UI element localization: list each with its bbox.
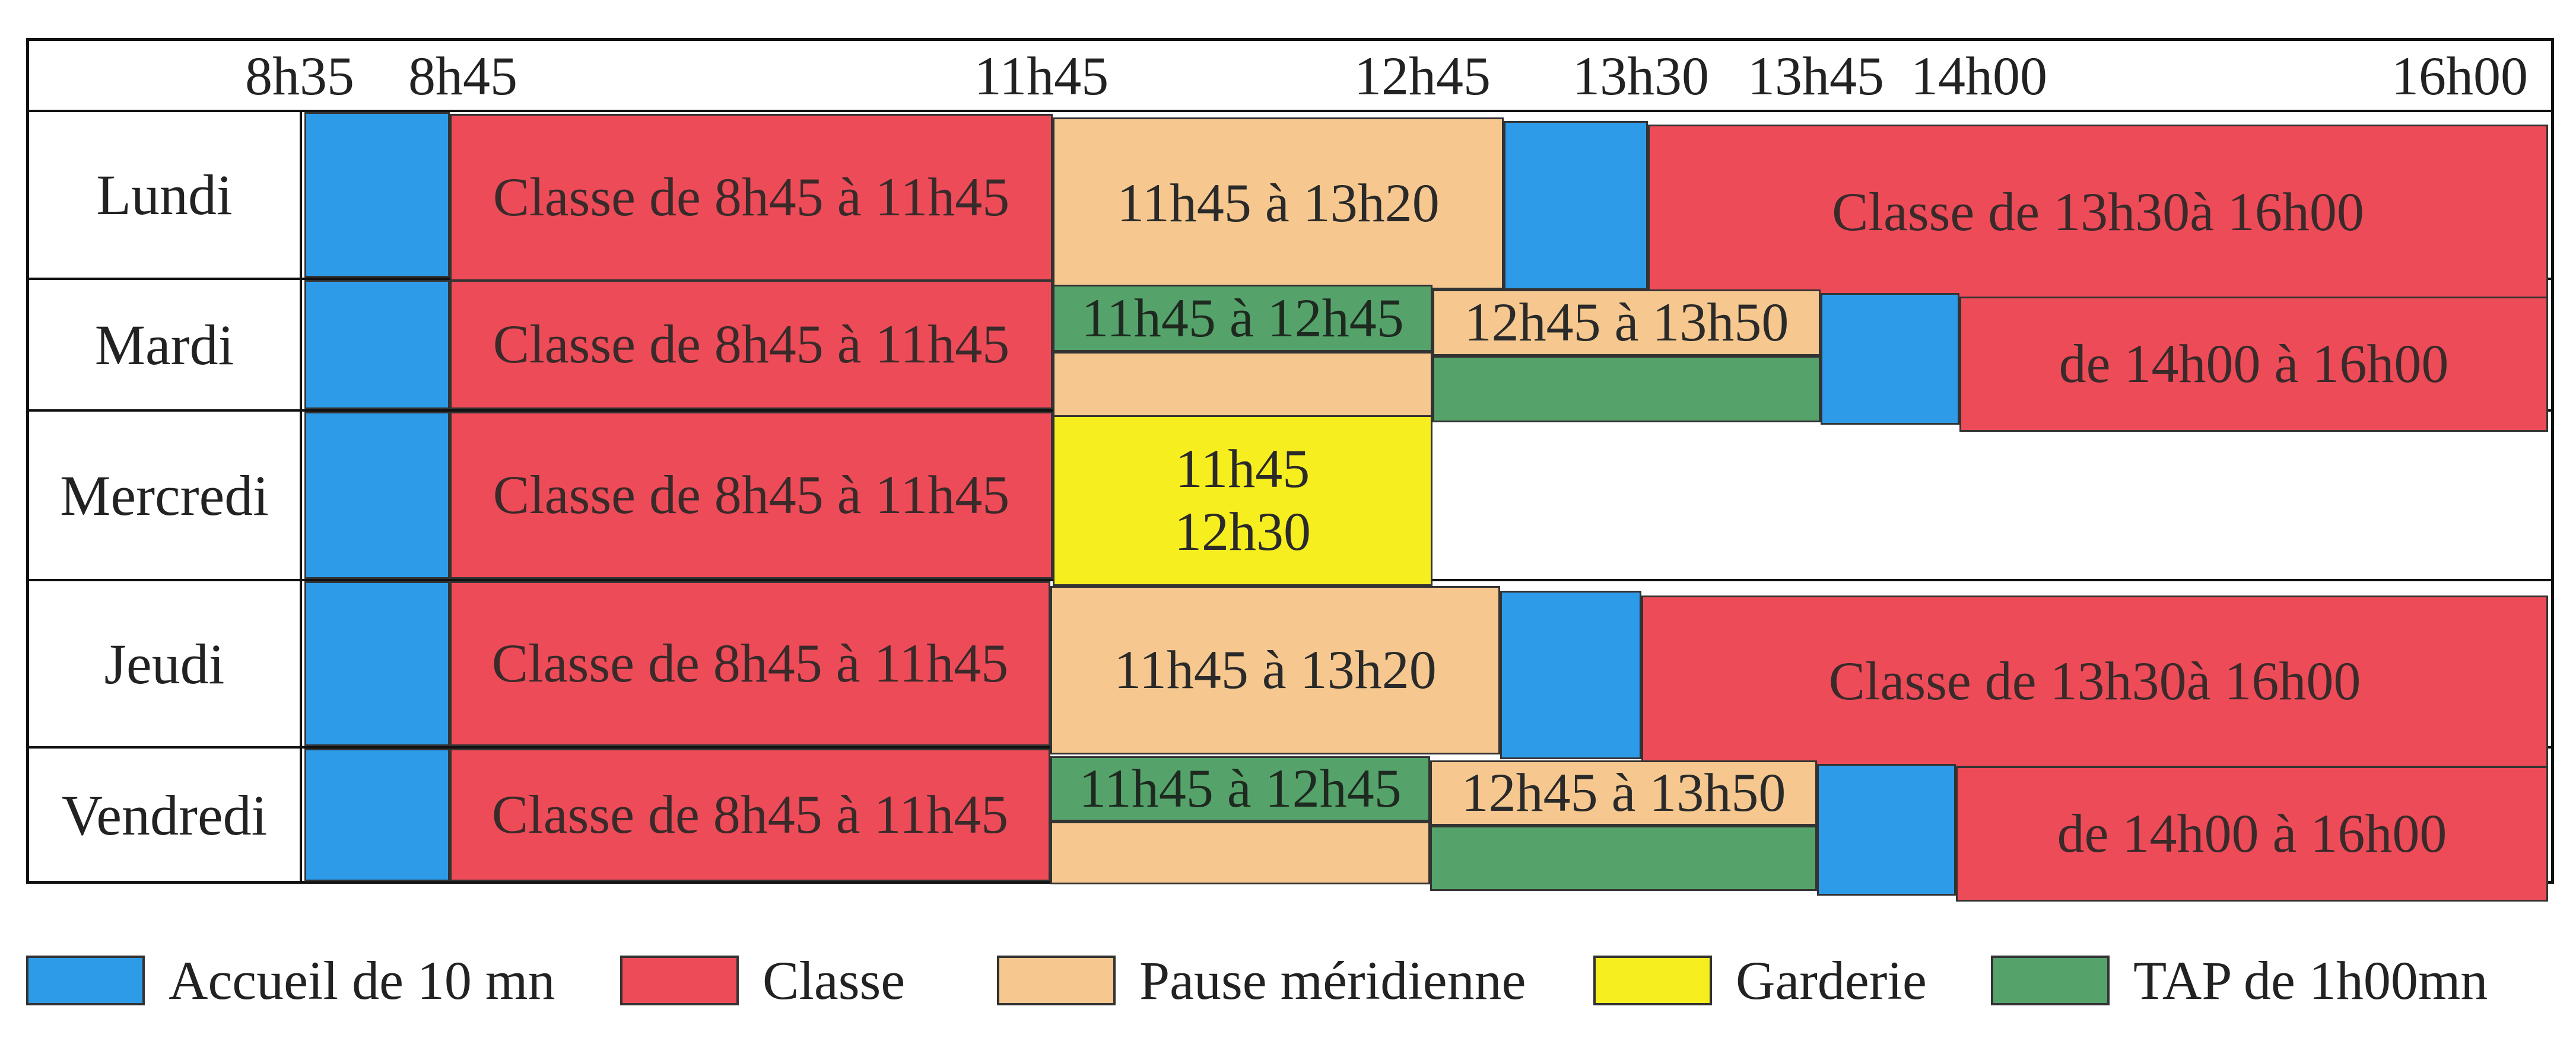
legend-swatch bbox=[620, 956, 739, 1005]
header-time: 8h35 bbox=[245, 46, 354, 106]
day-label-mercredi: Mercredi bbox=[60, 463, 269, 527]
garderie-block: 11h45 12h30 bbox=[1053, 415, 1432, 586]
pause-block bbox=[1053, 352, 1432, 417]
legend-classe: Classe bbox=[620, 949, 905, 1012]
garderie-end: 12h30 bbox=[1174, 501, 1311, 562]
accueil-block bbox=[304, 412, 450, 579]
header-time: 11h45 bbox=[974, 46, 1109, 106]
classe-block: Classe de 8h45 à 11h45 bbox=[450, 749, 1050, 881]
day-column-divider bbox=[300, 110, 302, 884]
pause-block: 11h45 à 13h20 bbox=[1053, 117, 1504, 289]
classe-block: Classe de 8h45 à 11h45 bbox=[450, 280, 1053, 409]
legend-tap: TAP de 1h00mn bbox=[1991, 949, 2488, 1012]
tap-block bbox=[1430, 826, 1817, 891]
legend-swatch bbox=[1991, 956, 2110, 1005]
classe-block: Classe de 13h30à 16h00 bbox=[1641, 596, 2548, 768]
legend-swatch bbox=[26, 956, 145, 1005]
row-divider bbox=[26, 110, 2554, 112]
accueil-block bbox=[1821, 293, 1959, 425]
header-time: 16h00 bbox=[2391, 46, 2528, 106]
legend-label: Accueil de 10 mn bbox=[169, 950, 555, 1011]
classe-block: Classe de 8h45 à 11h45 bbox=[450, 581, 1050, 746]
day-label-mardi: Mardi bbox=[94, 313, 234, 377]
legend-label: Garderie bbox=[1736, 950, 1927, 1011]
legend-swatch bbox=[997, 956, 1116, 1005]
pause-block: 12h45 à 13h50 bbox=[1430, 760, 1817, 826]
legend-garderie: Garderie bbox=[1593, 949, 1927, 1012]
header-time: 12h45 bbox=[1354, 46, 1491, 106]
tap-block bbox=[1432, 356, 1821, 422]
accueil-block bbox=[1504, 121, 1648, 290]
accueil-block bbox=[1817, 764, 1956, 896]
header-time: 14h00 bbox=[1911, 46, 2047, 106]
pause-block: 11h45 à 13h20 bbox=[1050, 586, 1500, 754]
pause-block: 12h45 à 13h50 bbox=[1432, 289, 1821, 356]
accueil-block bbox=[304, 280, 450, 409]
pause-block bbox=[1050, 821, 1430, 884]
legend-label: TAP de 1h00mn bbox=[2133, 950, 2488, 1011]
classe-block: de 14h00 à 16h00 bbox=[1956, 766, 2548, 902]
header-time: 8h45 bbox=[408, 46, 517, 106]
accueil-block bbox=[304, 749, 450, 881]
legend-label: Pause méridienne bbox=[1139, 950, 1526, 1011]
classe-block: Classe de 8h45 à 11h45 bbox=[450, 114, 1053, 281]
classe-block: de 14h00 à 16h00 bbox=[1959, 297, 2548, 432]
accueil-block bbox=[304, 581, 450, 746]
day-label-jeudi: Jeudi bbox=[104, 632, 225, 696]
garderie-start: 11h45 bbox=[1175, 438, 1310, 499]
header-time: 13h30 bbox=[1573, 46, 1709, 106]
accueil-block bbox=[1500, 591, 1641, 759]
day-label-vendredi: Vendredi bbox=[61, 783, 268, 847]
classe-block: Classe de 8h45 à 11h45 bbox=[450, 412, 1053, 579]
legend-label: Classe bbox=[763, 950, 906, 1011]
legend-pause: Pause méridienne bbox=[997, 949, 1526, 1012]
accueil-block bbox=[304, 112, 450, 278]
header-time: 13h45 bbox=[1748, 46, 1884, 106]
tap-block: 11h45 à 12h45 bbox=[1053, 285, 1432, 352]
tap-block: 11h45 à 12h45 bbox=[1050, 756, 1430, 821]
day-label-lundi: Lundi bbox=[96, 163, 233, 227]
classe-block: Classe de 13h30à 16h00 bbox=[1648, 125, 2548, 300]
legend-accueil: Accueil de 10 mn bbox=[26, 949, 555, 1012]
legend-swatch bbox=[1593, 956, 1712, 1005]
